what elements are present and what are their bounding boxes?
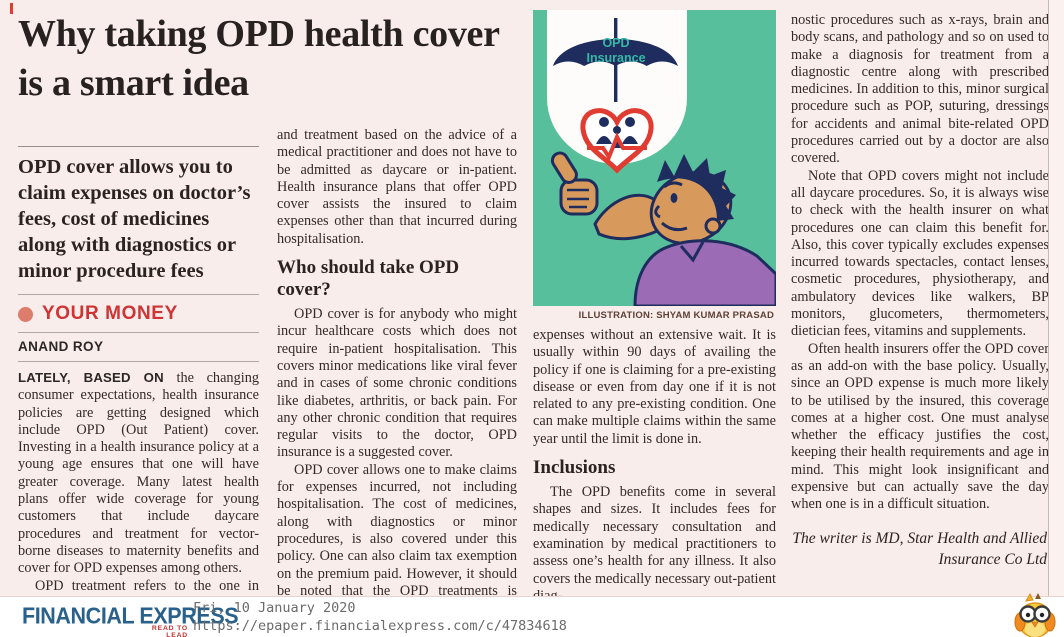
kicker-label: YOUR MONEY (42, 303, 178, 324)
owl-mascot-icon (1014, 592, 1056, 637)
article-headline: Why taking OPD health cover is a smart i… (18, 13, 499, 104)
cartoon-man (550, 151, 776, 306)
article-paragraph: Note that OPD covers might not include a… (791, 167, 1049, 340)
clip-url-link[interactable]: https://epaper.financialexpress.com/c/47… (193, 618, 567, 634)
paragraph-lead-in: LATELY, BASED ON (18, 370, 164, 385)
article-paragraph: LATELY, BASED ON the changing consumer e… (18, 369, 259, 578)
umbrella-label-line2: Insurance (586, 51, 645, 65)
logo-tagline: READ TO LEAD (151, 625, 188, 637)
article-paragraph: expenses without an extensive wait. It i… (533, 327, 776, 447)
clip-metadata: Fri, 10 January 2020 https://epaper.fina… (193, 599, 567, 635)
article-paragraph: and treatment based on the advice of a m… (277, 127, 517, 247)
opd-insurance-illustration: OPD Insurance (533, 10, 776, 306)
article-body: and treatment based on the advice of a m… (277, 127, 517, 635)
heartbeat-line-icon (587, 132, 647, 162)
bullet-dot-icon (18, 306, 33, 322)
umbrella-label-line1: OPD (602, 36, 629, 50)
article-body: nostic procedures such as x-rays, brain … (791, 12, 1049, 570)
article-standfirst: OPD cover allows you to claim expenses o… (18, 156, 251, 282)
paragraph-text: the changing consumer expectations, heal… (18, 370, 259, 577)
article-paragraph: OPD cover is for anybody who might incur… (277, 306, 517, 461)
column-3: OPD Insurance (533, 10, 776, 605)
section-heading: Inclusions (533, 457, 616, 479)
divider (18, 332, 259, 333)
column-4: nostic procedures such as x-rays, brain … (791, 12, 1049, 570)
divider (18, 294, 259, 295)
column-rule (1048, 0, 1049, 596)
divider (18, 146, 259, 147)
divider (18, 361, 259, 362)
page-margin (1049, 0, 1064, 596)
financial-express-logo: FINANCIAL EXPRESS (22, 603, 239, 629)
section-heading: Who should take OPD cover? (277, 257, 460, 301)
article-body: LATELY, BASED ON the changing consumer e… (18, 362, 259, 637)
article-body: expenses without an extensive wait. It i… (533, 327, 776, 605)
column-1: OPD cover allows you to claim expenses o… (18, 146, 259, 637)
illustration-credit: ILLUSTRATION: SHYAM KUMAR PRASAD (578, 310, 774, 321)
section-kicker: YOUR MONEY (18, 295, 259, 332)
article-paragraph: The OPD benefits come in several shapes … (533, 484, 776, 604)
umbrella-canopy (553, 39, 678, 66)
article-paragraph: nostic procedures such as x-rays, brain … (791, 12, 1049, 167)
writer-byline: The writer is MD, Star Health and Allied… (792, 529, 1047, 568)
crop-mark (10, 3, 13, 14)
article-author: ANAND ROY (18, 339, 104, 354)
article-paragraph: Often health insurers offer the OPD cove… (791, 340, 1049, 513)
clip-date: Fri, 10 January 2020 (193, 600, 356, 616)
epaper-footer: FINANCIAL EXPRESS READ TO LEAD Fri, 10 J… (0, 592, 1064, 637)
column-2: and treatment based on the advice of a m… (277, 127, 517, 635)
family-icon (596, 117, 638, 148)
